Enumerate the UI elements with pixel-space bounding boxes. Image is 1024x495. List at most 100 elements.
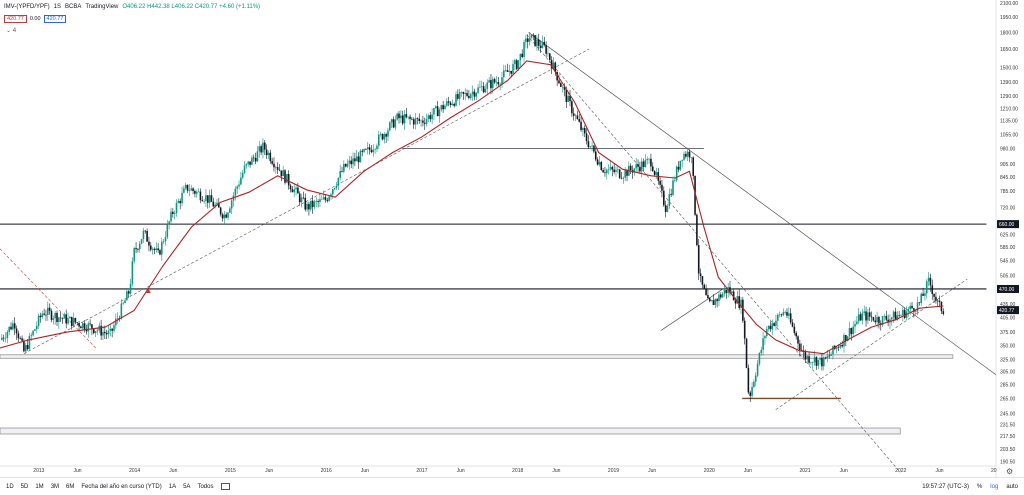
candle-body: [398, 113, 400, 119]
candle-body: [872, 317, 875, 321]
candle-body: [328, 196, 330, 201]
timeframe-button[interactable]: 5A: [183, 483, 191, 490]
x-tick-label: 2017: [416, 468, 427, 474]
timeframe-button[interactable]: Todos: [197, 483, 214, 490]
candle-body: [59, 317, 62, 319]
candle-body: [692, 157, 695, 176]
candle-body: [874, 320, 877, 323]
candle-body: [137, 249, 139, 250]
candle-body: [425, 119, 428, 124]
candle-body: [655, 172, 658, 175]
candle-body: [10, 326, 12, 330]
candle-body: [309, 200, 312, 210]
candle-body: [460, 92, 463, 93]
candle-body: [604, 172, 606, 174]
candle-body: [747, 367, 750, 393]
auto-toggle[interactable]: auto: [1006, 483, 1018, 490]
candle-body: [140, 239, 143, 244]
candle-body: [394, 119, 397, 128]
candle-body: [894, 311, 897, 321]
candle-body: [830, 354, 832, 356]
x-tick-label: Jun: [74, 468, 82, 474]
candle-body: [265, 149, 268, 156]
indicators-toggle[interactable]: ⌄ 4: [6, 27, 16, 34]
candle-body: [311, 200, 314, 208]
candle-body: [43, 313, 45, 315]
sell-price-box[interactable]: 420.77: [4, 15, 27, 23]
percent-toggle[interactable]: %: [976, 483, 983, 490]
candle-body: [396, 113, 398, 120]
candle-body: [366, 147, 369, 150]
calendar-icon[interactable]: [221, 483, 231, 490]
candle-body: [170, 211, 172, 222]
source-label: TradingView: [85, 4, 119, 10]
candle-body: [453, 103, 455, 106]
candle-body: [300, 197, 303, 203]
log-toggle[interactable]: log: [990, 483, 999, 490]
candle-body: [514, 60, 516, 65]
candle-body: [554, 62, 557, 72]
candle-body: [938, 300, 941, 302]
trend-line: [660, 288, 724, 331]
candle-body: [832, 345, 834, 355]
candle-body: [723, 290, 726, 294]
candle-body: [179, 201, 181, 204]
candle-body: [651, 166, 654, 172]
y-tick-label: 1500.00: [1000, 65, 1018, 71]
y-tick-label: 1950.00: [1000, 15, 1018, 21]
timeframe-button[interactable]: 1D: [6, 483, 14, 490]
candle-body: [2, 337, 5, 339]
candle-body: [558, 80, 560, 84]
price-axis: [996, 0, 1024, 477]
buy-price-box[interactable]: 420.77: [43, 15, 67, 23]
symbol-label[interactable]: IMV-(YPFD/YPF): [4, 4, 50, 10]
candle-body: [409, 116, 411, 119]
y-tick-label: 305.00: [1000, 370, 1016, 376]
candle-body: [166, 224, 169, 238]
timeframe-button[interactable]: 3M: [50, 483, 60, 490]
candle-body: [322, 197, 325, 200]
candle-body: [624, 170, 626, 178]
y-tick-label: 785.00: [1000, 189, 1016, 195]
candle-body: [931, 285, 934, 294]
candle-body: [593, 145, 595, 152]
candle-body: [230, 200, 233, 209]
candle-body: [639, 166, 641, 172]
candle-body: [712, 300, 715, 305]
candle-body: [276, 167, 279, 170]
candle-body: [525, 38, 527, 43]
candle-body: [708, 298, 711, 302]
y-tick-label: 720.00: [1000, 205, 1016, 211]
timeframe-button[interactable]: Fecha del año en curso (YTD): [81, 483, 162, 490]
candle-body: [677, 166, 680, 170]
timeframe-button[interactable]: 1A: [168, 483, 177, 490]
candle-body: [455, 94, 457, 106]
price-label-bg: [997, 306, 1019, 315]
candle-body: [933, 293, 935, 297]
candle-body: [811, 362, 814, 363]
candle-body: [273, 163, 275, 168]
candle-body: [916, 302, 919, 312]
candle-body: [526, 38, 529, 42]
candle-body: [778, 314, 781, 316]
x-tick-label: 2016: [321, 468, 332, 474]
candle-body: [565, 89, 568, 102]
candle-body: [284, 170, 286, 183]
candle-body: [225, 214, 227, 218]
interval-label[interactable]: 1S: [53, 4, 62, 10]
candle-body: [280, 170, 283, 177]
timeframe-button[interactable]: 5D: [20, 483, 29, 490]
candle-body: [924, 293, 926, 296]
candle-body: [291, 189, 294, 193]
order-boxes: 420.77 0.00 420.77: [4, 15, 67, 23]
candle-body: [666, 205, 669, 212]
timeframe-button[interactable]: 1M: [35, 483, 44, 490]
candle-body: [446, 101, 448, 106]
candle-body: [297, 187, 299, 194]
candle-body: [881, 316, 884, 325]
candle-body: [548, 53, 551, 60]
candle-body: [13, 323, 16, 329]
candle-body: [308, 203, 310, 210]
timeframe-button[interactable]: 6M: [66, 483, 75, 490]
